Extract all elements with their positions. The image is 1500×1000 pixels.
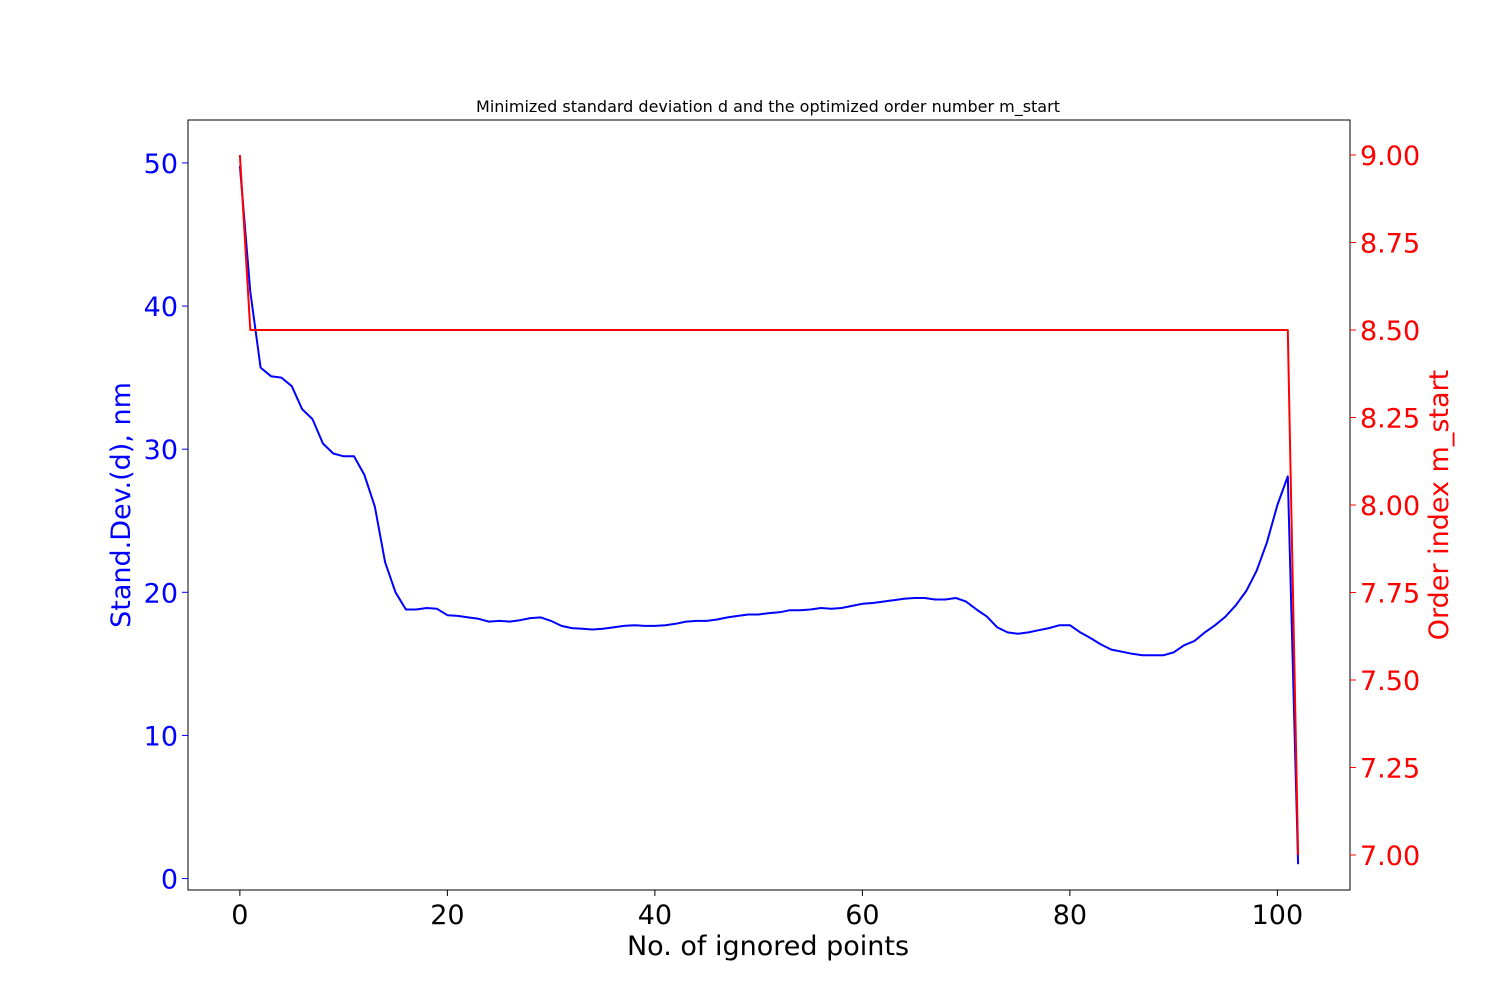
y-right-tick-label: 8.50 <box>1360 316 1420 347</box>
y-left-tick-label: 20 <box>144 578 178 609</box>
x-tick-label: 80 <box>1053 900 1087 931</box>
y-right-tick-label: 9.00 <box>1360 141 1420 172</box>
chart-title: Minimized standard deviation d and the o… <box>476 97 1060 117</box>
x-tick-label: 40 <box>638 900 672 931</box>
order-index-line <box>238 154 1300 856</box>
plot-lines <box>238 154 1300 865</box>
y-right-tick-label: 7.00 <box>1360 841 1420 872</box>
y-left-tick-label: 0 <box>161 865 178 896</box>
y-right-tick-label: 8.75 <box>1360 229 1420 260</box>
y-right-tick-label: 7.50 <box>1360 666 1420 697</box>
std-dev-line <box>238 165 1300 865</box>
plot-frame <box>187 119 1351 891</box>
y-right-tick-label: 8.25 <box>1360 404 1420 435</box>
x-tick-label: 100 <box>1252 900 1304 931</box>
y-right-tick-label: 7.75 <box>1360 579 1420 610</box>
x-tick-label: 60 <box>845 900 879 931</box>
x-tick-label: 20 <box>430 900 464 931</box>
axes <box>187 119 1351 891</box>
x-axis-label: No. of ignored points <box>627 931 909 962</box>
y-left-tick-label: 40 <box>144 292 178 323</box>
y-right-tick-label: 8.00 <box>1360 491 1420 522</box>
y-right-tick-label: 7.25 <box>1360 754 1420 785</box>
ticks: 0 20 40 60 80 100 0 10 20 30 40 50 7.00 7.25 7.50 7.75 8… <box>144 141 1420 931</box>
y-left-tick-label: 50 <box>144 149 178 180</box>
y-axis-left-label: Stand.Dev.(d), nm <box>106 382 137 628</box>
y-left-tick-label: 10 <box>144 721 178 752</box>
y-axis-right-label: Order index m_start <box>1424 370 1455 640</box>
x-tick-label: 0 <box>231 900 248 931</box>
y-left-tick-label: 30 <box>144 435 178 466</box>
